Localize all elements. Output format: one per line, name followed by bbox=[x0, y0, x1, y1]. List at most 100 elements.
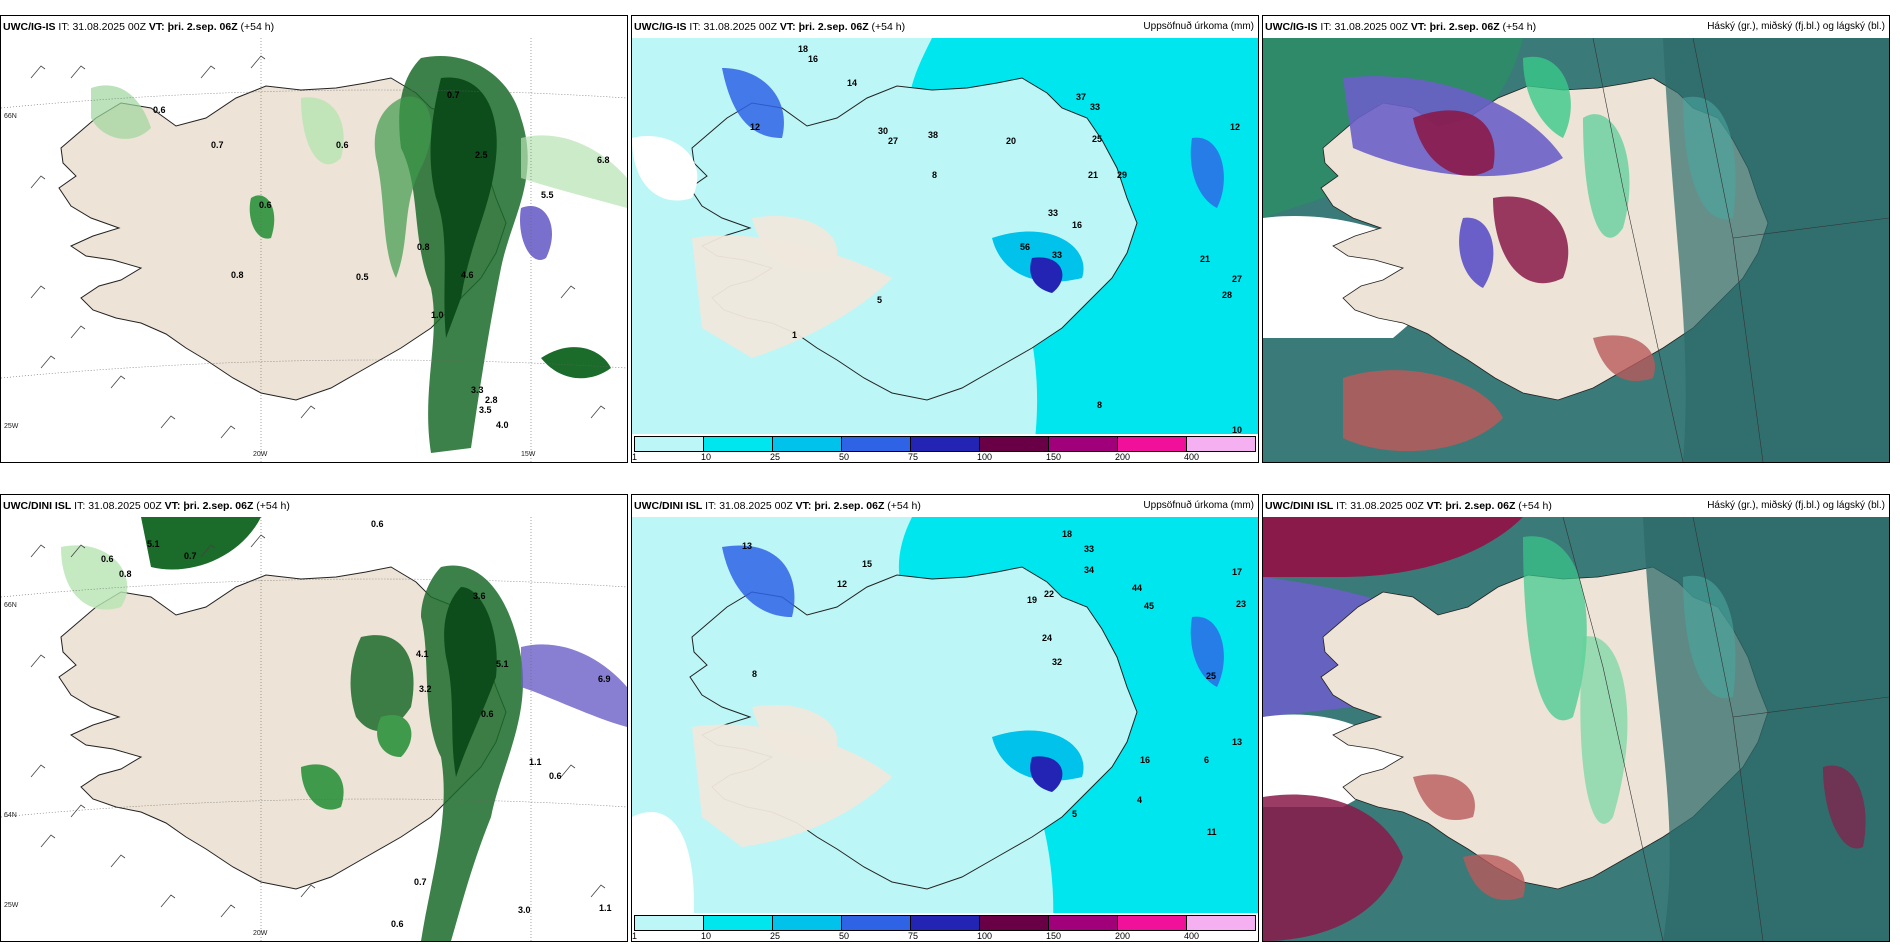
map-view[interactable]: 18 16 14 37 33 12 30 27 38 20 21 25 29 3… bbox=[632, 38, 1258, 462]
map-view[interactable]: 13 15 18 33 34 17 44 45 23 25 22 19 12 2… bbox=[632, 517, 1258, 941]
svg-text:0.6: 0.6 bbox=[391, 919, 404, 929]
svg-text:3.0: 3.0 bbox=[518, 905, 531, 915]
svg-text:34: 34 bbox=[1084, 565, 1094, 575]
svg-text:66N: 66N bbox=[4, 602, 17, 609]
legend-colorbar bbox=[634, 436, 1256, 452]
svg-text:8: 8 bbox=[1097, 400, 1102, 410]
legend-tick: 200 bbox=[1115, 931, 1131, 941]
legend-tick: 75 bbox=[908, 931, 919, 941]
svg-text:56: 56 bbox=[1020, 242, 1030, 252]
svg-text:19: 19 bbox=[1027, 595, 1037, 605]
legend-tick: 50 bbox=[839, 931, 850, 941]
svg-text:0.6: 0.6 bbox=[259, 200, 272, 210]
svg-text:12: 12 bbox=[837, 579, 847, 589]
svg-text:66N: 66N bbox=[4, 113, 17, 120]
legend-tick: 1 bbox=[632, 931, 638, 941]
svg-text:3.5: 3.5 bbox=[479, 405, 492, 415]
svg-text:16: 16 bbox=[1072, 220, 1082, 230]
map-view[interactable]: 5.1 0.6 0.7 0.8 0.6 3.6 4.1 5.1 6.9 3.2 … bbox=[1, 517, 627, 941]
svg-text:2.8: 2.8 bbox=[485, 395, 498, 405]
svg-text:44: 44 bbox=[1132, 583, 1142, 593]
svg-text:4.0: 4.0 bbox=[496, 420, 509, 430]
legend-tick: 150 bbox=[1046, 931, 1062, 941]
svg-text:0.6: 0.6 bbox=[481, 709, 494, 719]
svg-text:18: 18 bbox=[798, 44, 808, 54]
legend-tick: 50 bbox=[839, 452, 850, 462]
svg-text:16: 16 bbox=[1140, 755, 1150, 765]
map-view[interactable] bbox=[1263, 38, 1889, 462]
precip-legend: 1 10 25 50 75 100 150 200 400 bbox=[632, 913, 1258, 941]
svg-text:5: 5 bbox=[877, 295, 882, 305]
legend-cell-1 bbox=[704, 437, 773, 451]
svg-text:12: 12 bbox=[1230, 122, 1240, 132]
svg-text:27: 27 bbox=[1232, 274, 1242, 284]
panel-igis-wind: UWC/IG-IS IT: 31.08.2025 00Z VT: þri. 2.… bbox=[0, 15, 628, 463]
legend-cell-7 bbox=[1118, 916, 1187, 930]
legend-cell-0 bbox=[635, 437, 704, 451]
svg-text:6.8: 6.8 bbox=[597, 155, 610, 165]
svg-text:0.6: 0.6 bbox=[549, 771, 562, 781]
svg-text:0.7: 0.7 bbox=[184, 551, 197, 561]
svg-text:0.7: 0.7 bbox=[414, 877, 427, 887]
svg-text:20W: 20W bbox=[253, 451, 268, 458]
legend-cell-0 bbox=[635, 916, 704, 930]
svg-text:24: 24 bbox=[1042, 633, 1052, 643]
legend-cell-3 bbox=[842, 916, 911, 930]
svg-text:0.5: 0.5 bbox=[356, 272, 369, 282]
panel-header: UWC/DINI ISL IT: 31.08.2025 00Z VT: þri.… bbox=[632, 495, 1258, 517]
svg-text:16: 16 bbox=[808, 54, 818, 64]
legend-cell-2 bbox=[773, 916, 842, 930]
legend-cell-3 bbox=[842, 437, 911, 451]
svg-text:0.8: 0.8 bbox=[119, 569, 132, 579]
legend-cell-5 bbox=[980, 916, 1049, 930]
svg-text:5.1: 5.1 bbox=[147, 539, 160, 549]
legend-tick: 10 bbox=[701, 452, 712, 462]
svg-text:5.1: 5.1 bbox=[496, 659, 509, 669]
panel-header: UWC/DINI ISL IT: 31.08.2025 00Z VT: þri.… bbox=[1, 495, 627, 517]
svg-text:15: 15 bbox=[862, 559, 872, 569]
precip-legend: 1 10 25 50 75 100 150 200 400 bbox=[632, 434, 1258, 462]
svg-text:17: 17 bbox=[1232, 567, 1242, 577]
svg-text:21: 21 bbox=[1088, 170, 1098, 180]
map-view[interactable] bbox=[1263, 517, 1889, 941]
legend-cell-7 bbox=[1118, 437, 1187, 451]
legend-ticks: 1 10 25 50 75 100 150 200 400 bbox=[632, 452, 1256, 462]
svg-text:1.1: 1.1 bbox=[599, 903, 612, 913]
legend-tick: 200 bbox=[1115, 452, 1131, 462]
svg-text:3.3: 3.3 bbox=[471, 385, 484, 395]
legend-tick: 150 bbox=[1046, 452, 1062, 462]
svg-text:33: 33 bbox=[1048, 208, 1058, 218]
svg-text:25W: 25W bbox=[4, 902, 19, 909]
svg-text:2.5: 2.5 bbox=[475, 150, 488, 160]
svg-text:3.2: 3.2 bbox=[419, 684, 432, 694]
svg-text:12: 12 bbox=[750, 122, 760, 132]
svg-text:30: 30 bbox=[878, 126, 888, 136]
svg-text:64N: 64N bbox=[4, 812, 17, 819]
map-view[interactable]: 0.6 0.7 0.6 0.5 0.8 1.0 2.5 4.6 3.3 5.5 … bbox=[1, 38, 627, 462]
legend-cell-6 bbox=[1049, 437, 1118, 451]
legend-cell-8 bbox=[1187, 916, 1255, 930]
svg-text:1: 1 bbox=[792, 330, 797, 340]
svg-text:11: 11 bbox=[1207, 827, 1217, 837]
svg-text:0.7: 0.7 bbox=[447, 90, 460, 100]
svg-text:33: 33 bbox=[1090, 102, 1100, 112]
svg-text:38: 38 bbox=[928, 130, 938, 140]
svg-text:14: 14 bbox=[847, 78, 857, 88]
svg-text:4.1: 4.1 bbox=[416, 649, 429, 659]
svg-text:13: 13 bbox=[1232, 737, 1242, 747]
legend-tick: 25 bbox=[770, 931, 781, 941]
panel-igis-precip: UWC/IG-IS IT: 31.08.2025 00Z VT: þri. 2.… bbox=[631, 15, 1259, 463]
svg-text:22: 22 bbox=[1044, 589, 1054, 599]
legend-cell-2 bbox=[773, 437, 842, 451]
panel-dini-wind: UWC/DINI ISL IT: 31.08.2025 00Z VT: þri.… bbox=[0, 494, 628, 942]
legend-cell-8 bbox=[1187, 437, 1255, 451]
svg-text:15W: 15W bbox=[521, 451, 536, 458]
legend-tick: 10 bbox=[701, 931, 712, 941]
legend-ticks: 1 10 25 50 75 100 150 200 400 bbox=[632, 931, 1256, 941]
svg-text:3.6: 3.6 bbox=[473, 591, 486, 601]
svg-text:5.5: 5.5 bbox=[541, 190, 554, 200]
svg-text:45: 45 bbox=[1144, 601, 1154, 611]
svg-text:8: 8 bbox=[752, 669, 757, 679]
svg-text:0.7: 0.7 bbox=[211, 140, 224, 150]
legend-tick: 25 bbox=[770, 452, 781, 462]
